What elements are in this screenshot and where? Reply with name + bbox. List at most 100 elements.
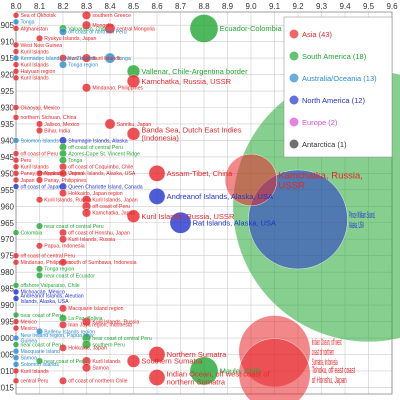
quake-point: Bihar, India: [36, 127, 70, 134]
quake-point: Ecuador-Colombia: [189, 14, 283, 43]
quake-label: offshore Valparaíso, Chile: [20, 283, 79, 289]
legend-entry: Antarctica (1): [289, 139, 347, 149]
y-tick-label: 1950: [0, 169, 15, 178]
quake-point: off coast of Japan: [12, 183, 61, 190]
quake-marker: [248, 169, 348, 270]
quake-marker: [126, 209, 141, 223]
y-tick-label: 1995: [0, 318, 15, 327]
quake-point: Michoacán, Mexico: [12, 288, 65, 296]
quake-point: offshore Valparaíso, Chile: [12, 282, 80, 289]
quake-label: Ecuador-Colombia: [220, 24, 283, 33]
quake-point: Andreanof Islands, Aleutian Islands, Alas…: [12, 294, 84, 305]
quake-point: Kuril Islands: [12, 74, 49, 82]
quake-label: off coast of central Peru: [68, 145, 123, 151]
x-tick-label: 8.1: [34, 2, 46, 11]
quake-label: Panay, Philippines: [20, 171, 63, 177]
quake-label: Japan: [20, 178, 34, 184]
quake-label: Solomon Islands: [20, 138, 59, 144]
quake-label: central Peru: [20, 379, 48, 385]
quake-marker: [81, 10, 92, 20]
quake-point: Okaoyaji, Mexico: [12, 104, 60, 111]
quake-label: northern Sichuan, China: [20, 115, 76, 121]
quake-marker: [12, 295, 20, 302]
quake-marker: [169, 211, 192, 234]
quake-point: Mindanao, Philippines: [12, 259, 72, 266]
quake-point: Kuril Islands: [81, 356, 121, 366]
quake-marker: [12, 114, 20, 121]
quake-point: Solomon Islands: [12, 137, 59, 144]
quake-point: Hokkaido, Japan: [59, 344, 107, 352]
quake-point: off coast of northern Chile: [59, 376, 128, 385]
quake-marker: [12, 170, 20, 177]
quake-point: off coast of Peru: [81, 201, 130, 211]
x-tick-label: 8.5: [128, 2, 140, 11]
quake-label: off coast of Honshu, Japan: [68, 230, 130, 236]
quake-point: Vallenar, Chile-Argentina border: [126, 64, 248, 78]
x-tick-label: 9.6: [386, 2, 398, 11]
quake-label: Hokkaido, Japan: [68, 346, 107, 352]
quake-point: Kuril Islands: [81, 53, 121, 63]
quake-point: Sea of Okhotsk: [12, 12, 56, 19]
quake-label: Peru: [20, 158, 31, 164]
quake-label: off coast of Coquimbo, Chile: [68, 165, 133, 171]
quake-marker: [12, 334, 20, 342]
quake-point: near coast of Peru: [36, 357, 87, 365]
quake-point: Papua, Indonesia: [36, 242, 85, 250]
quake-label: Prince William Sound,Alaska, USA: [349, 210, 375, 231]
quake-label: near coast of Peru: [44, 359, 87, 365]
quake-point: Irian Jaya region, Indonesia: [59, 320, 132, 329]
quake-marker: [12, 324, 20, 332]
y-tick-label: 1965: [0, 219, 15, 228]
quake-marker: [59, 136, 67, 145]
quake-label: Indian Ocean, off west coast of northern S…: [312, 337, 342, 368]
x-tick-label: 9.2: [292, 2, 304, 11]
quake-point: Kuril Islands: [12, 48, 49, 55]
quake-label: Assam-Tibet, China: [167, 169, 233, 178]
quake-marker: [59, 304, 67, 313]
quake-point: Panay, Philippines: [12, 170, 63, 177]
quake-point: Azores-Cape St. Vincent Ridge: [59, 149, 140, 158]
quake-label: Kuril Islands, Russia: [68, 237, 115, 243]
quake-marker: [148, 369, 166, 386]
quake-marker: [36, 357, 43, 365]
quake-marker: [36, 196, 43, 204]
quake-label: Samoa: [20, 356, 37, 362]
legend-label: Australia/Oceania (13): [302, 74, 377, 83]
quake-label: Tonga: [117, 56, 131, 62]
quake-label: Michoacán, Mexico: [20, 290, 65, 296]
quake-marker: [12, 318, 20, 325]
quake-marker: [12, 311, 20, 319]
quake-point: Kuril Islands: [12, 163, 49, 171]
quake-marker: [81, 363, 92, 373]
legend-marker: [289, 95, 299, 105]
quake-point: Afghanistan: [12, 25, 48, 32]
quake-label: Ryukyu Islands, Japan: [44, 36, 96, 42]
quake-point: Tonga: [12, 18, 35, 26]
quake-point: Hokkaido, Japan region: [59, 189, 123, 198]
quake-label: Tonga: [68, 158, 82, 164]
quake-label: off coast of northern Peru: [68, 30, 127, 36]
y-tick-label: 1955: [0, 186, 15, 195]
y-tick-label: 1925: [0, 87, 15, 96]
quake-point: near coast of Peru: [12, 311, 63, 319]
quake-label: Tonga region: [44, 267, 74, 273]
quake-point: near coast of central Peru: [36, 222, 104, 230]
quake-point: Maule, Chile: [189, 356, 261, 386]
quake-label: near coast of central Peru: [44, 224, 104, 230]
quake-point: Samoa: [81, 363, 109, 373]
y-tick-label: 1985: [0, 285, 15, 294]
quake-label: Samoa: [92, 365, 109, 371]
quake-marker: [12, 377, 20, 384]
quake-marker: [12, 18, 20, 26]
quake-point: near coast of Ecuador: [36, 271, 95, 279]
quake-point: Shumagin Islands, Alaska: [59, 136, 128, 145]
quake-marker: [126, 354, 141, 368]
quake-marker: [59, 149, 67, 158]
quake-point: Japan: [12, 176, 35, 184]
quake-marker: [59, 228, 67, 237]
quake-point: Mindanao, Philippines: [81, 83, 143, 93]
quake-point: Jalisco, Mexico: [36, 120, 80, 128]
quake-point: La Paz, Bolivia: [59, 314, 103, 323]
legend-marker: [289, 139, 299, 149]
quake-marker: [81, 208, 92, 218]
